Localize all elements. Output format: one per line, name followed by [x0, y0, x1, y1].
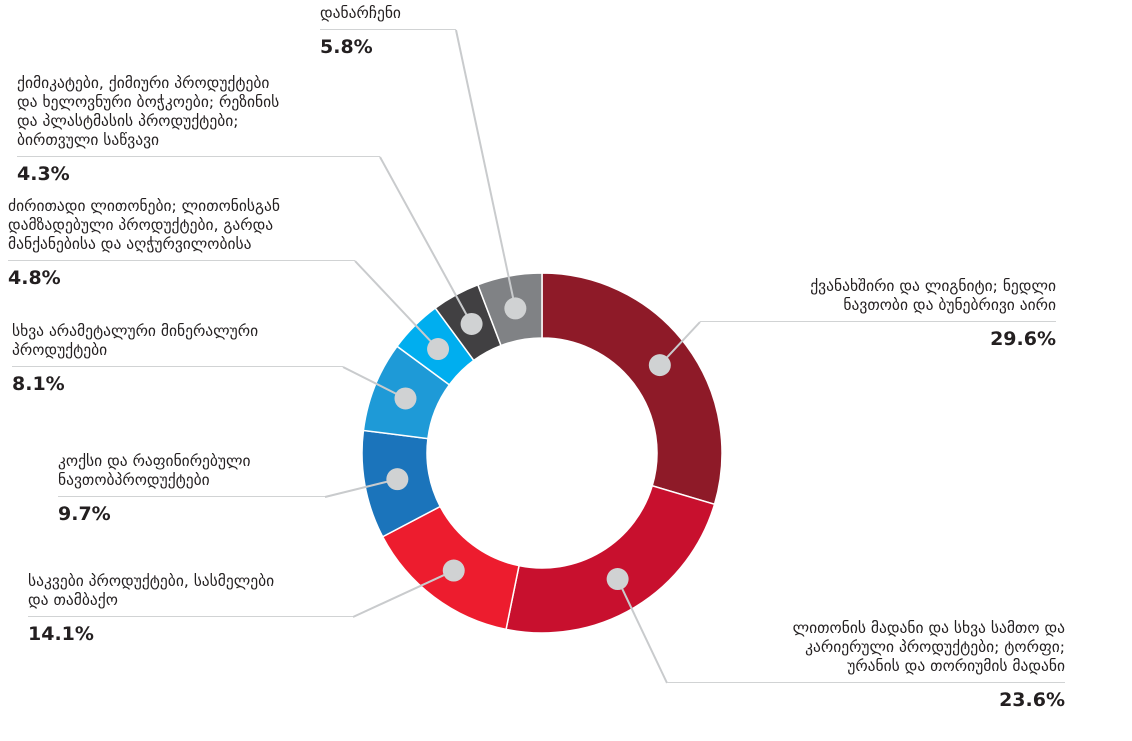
slice-leader-line	[455, 29, 517, 309]
slice-leader-line	[352, 569, 455, 618]
slice-marker-dot	[386, 468, 409, 491]
slice-marker-dot	[442, 559, 465, 582]
slice-percentage-value: 4.3%	[17, 163, 70, 185]
slice-marker-dot	[460, 312, 483, 335]
slice-label: ლითონის მადანი და სხვა სამთო და კარიერულ…	[667, 619, 1065, 683]
slice-label: ქიმიკატები, ქიმიური პროდუქტები და ხელოვნ…	[17, 74, 380, 157]
slice-marker-dot	[648, 354, 671, 377]
slice-marker-dot	[606, 568, 629, 591]
slice-leader-line	[342, 366, 406, 400]
slice-percentage-value: 23.6%	[999, 689, 1065, 711]
slice-leader-line	[354, 260, 439, 350]
slice-label: საკვები პროდუქტები, სასმელები და თამბაქო	[28, 572, 353, 617]
donut-slice[interactable]	[505, 484, 716, 634]
slice-label: ძირითადი ლითონები; ლითონისგან დამზადებულ…	[8, 197, 355, 261]
slice-percentage-value: 9.7%	[58, 503, 111, 525]
slice-marker-dot	[427, 338, 450, 361]
donut-slice[interactable]	[541, 272, 723, 506]
slice-label: დანარჩენი	[320, 4, 456, 30]
slice-marker-dot	[504, 297, 527, 320]
slice-marker-dot	[394, 387, 417, 410]
slice-percentage-value: 14.1%	[28, 623, 94, 645]
slice-label: სხვა არამეტალური მინერალური პროდუქტები	[12, 322, 343, 367]
slice-leader-line	[324, 478, 398, 498]
slice-percentage-value: 8.1%	[12, 373, 65, 395]
slice-leader-line	[616, 578, 668, 684]
slice-label: კოქსი და რაფინირებული ნავთობპროდუქტები	[58, 452, 325, 497]
slice-label: ქვანახშირი და ლიგნიტი; ნედლი ნავთობი და …	[700, 277, 1056, 322]
slice-percentage-value: 4.8%	[8, 267, 61, 289]
slice-leader-line	[379, 156, 473, 325]
slice-percentage-value: 29.6%	[990, 328, 1056, 350]
slice-percentage-value: 5.8%	[320, 36, 373, 58]
